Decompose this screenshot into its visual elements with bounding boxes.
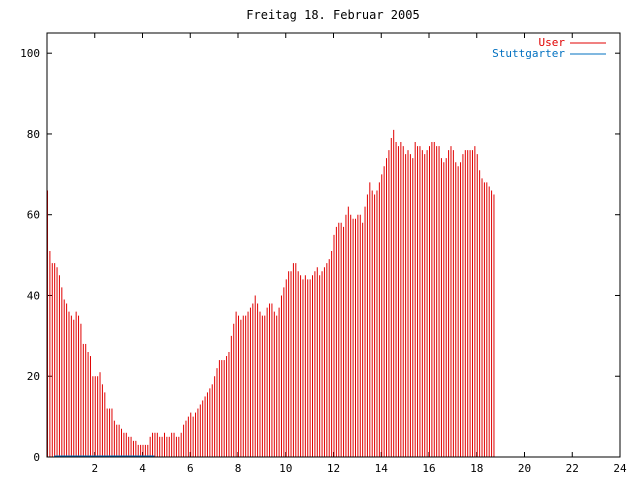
legend: User Stuttgarter xyxy=(492,36,606,60)
legend-label-stuttgarter: Stuttgarter xyxy=(492,47,565,60)
user-series-bars xyxy=(47,129,495,457)
x-tick-label: 24 xyxy=(613,462,627,475)
x-tick-label: 6 xyxy=(187,462,194,475)
x-tick-label: 12 xyxy=(327,462,340,475)
y-tick-label: 40 xyxy=(27,289,40,302)
legend-label-user: User xyxy=(539,36,566,49)
x-tick-label: 18 xyxy=(470,462,483,475)
x-axis: 2 4 6 8 10 12 14 16 18 20 22 24 xyxy=(91,33,627,475)
y-tick-label: 60 xyxy=(27,209,40,222)
x-tick-label: 16 xyxy=(422,462,435,475)
x-tick-label: 22 xyxy=(566,462,579,475)
y-tick-label: 100 xyxy=(20,47,40,60)
y-tick-label: 20 xyxy=(27,370,40,383)
x-tick-label: 20 xyxy=(518,462,531,475)
y-axis: 0 20 40 60 80 100 xyxy=(20,47,620,464)
y-tick-label: 80 xyxy=(27,128,40,141)
x-tick-label: 14 xyxy=(375,462,389,475)
y-tick-label: 0 xyxy=(33,451,40,464)
x-tick-label: 10 xyxy=(279,462,292,475)
plot-frame xyxy=(46,32,621,458)
x-tick-label: 4 xyxy=(139,462,146,475)
x-tick-label: 2 xyxy=(91,462,98,475)
x-tick-label: 8 xyxy=(235,462,242,475)
chart-title: Freitag 18. Februar 2005 xyxy=(246,8,419,22)
